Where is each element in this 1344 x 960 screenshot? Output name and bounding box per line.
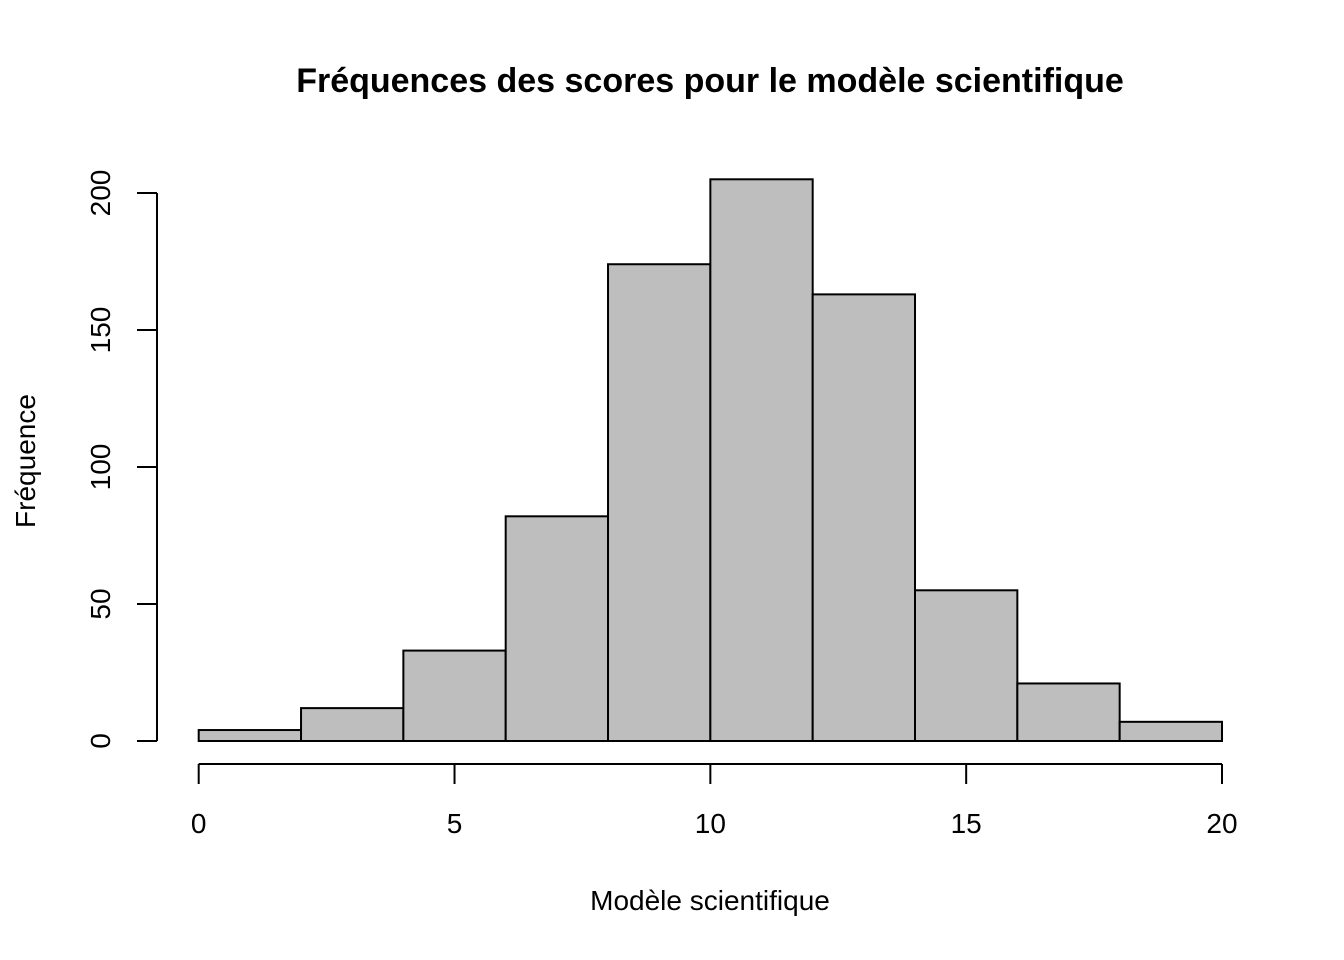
bar-14-16 <box>914 589 1019 742</box>
chart-title: Fréquences des scores pour le modèle sci… <box>296 62 1124 100</box>
x-axis: 0 5 10 15 20 <box>191 763 1238 839</box>
bar-6-8 <box>504 515 610 742</box>
x-tick-label: 0 <box>191 808 207 839</box>
y-axis: 0 50 100 150 200 <box>85 170 158 749</box>
bar-8-10 <box>607 263 712 742</box>
y-tick-label: 50 <box>85 588 116 619</box>
y-axis-label: Fréquence <box>10 394 41 528</box>
bars-group <box>197 178 1224 743</box>
bar-18-20 <box>1118 720 1224 743</box>
bar-12-14 <box>811 293 917 742</box>
x-axis-label: Modèle scientifique <box>590 885 830 916</box>
bar-10-12 <box>709 178 814 743</box>
bar-16-18 <box>1016 682 1121 743</box>
bar-4-6 <box>402 649 507 743</box>
bar-0-2 <box>197 729 303 742</box>
y-tick-label: 0 <box>85 733 116 749</box>
x-tick-label: 10 <box>695 808 726 839</box>
bar-2-4 <box>300 707 405 742</box>
x-tick-label: 15 <box>951 808 982 839</box>
x-tick-label: 5 <box>447 808 463 839</box>
y-tick-label: 150 <box>85 307 116 354</box>
y-tick-label: 100 <box>85 444 116 491</box>
y-tick-label: 200 <box>85 170 116 217</box>
x-tick-label: 20 <box>1206 808 1237 839</box>
